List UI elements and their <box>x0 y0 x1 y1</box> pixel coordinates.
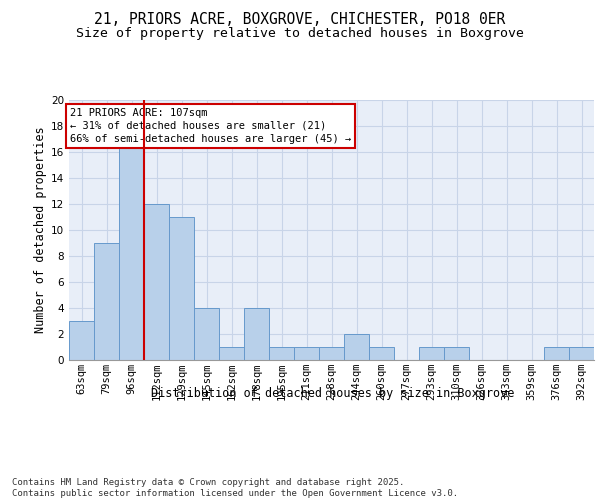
Bar <box>269 347 294 360</box>
Bar <box>94 243 119 360</box>
Bar <box>194 308 219 360</box>
Bar <box>544 347 569 360</box>
Y-axis label: Number of detached properties: Number of detached properties <box>34 126 47 334</box>
Bar <box>569 347 594 360</box>
Bar <box>244 308 269 360</box>
Bar <box>69 321 94 360</box>
Text: 21, PRIORS ACRE, BOXGROVE, CHICHESTER, PO18 0ER: 21, PRIORS ACRE, BOXGROVE, CHICHESTER, P… <box>94 12 506 28</box>
Bar <box>369 347 394 360</box>
Bar <box>344 334 369 360</box>
Text: Contains HM Land Registry data © Crown copyright and database right 2025.
Contai: Contains HM Land Registry data © Crown c… <box>12 478 458 498</box>
Text: Distribution of detached houses by size in Boxgrove: Distribution of detached houses by size … <box>151 388 515 400</box>
Bar <box>444 347 469 360</box>
Bar <box>144 204 169 360</box>
Bar <box>219 347 244 360</box>
Bar <box>319 347 344 360</box>
Bar <box>419 347 444 360</box>
Bar <box>294 347 319 360</box>
Text: 21 PRIORS ACRE: 107sqm
← 31% of detached houses are smaller (21)
66% of semi-det: 21 PRIORS ACRE: 107sqm ← 31% of detached… <box>70 108 352 144</box>
Bar <box>169 217 194 360</box>
Text: Size of property relative to detached houses in Boxgrove: Size of property relative to detached ho… <box>76 28 524 40</box>
Bar <box>119 139 144 360</box>
